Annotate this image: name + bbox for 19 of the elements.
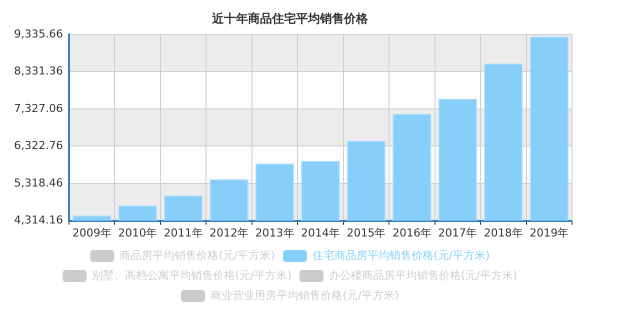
- x-tick-label: 2017年: [438, 226, 478, 240]
- y-tick-label: 7,327.06: [14, 102, 63, 115]
- x-tick-label: 2011年: [164, 226, 203, 240]
- y-tick-label: 5,318.46: [14, 176, 63, 190]
- x-tick-label: 2014年: [300, 226, 340, 240]
- x-tick-label: 2012年: [210, 226, 249, 240]
- legend-label: 住宅商品房平均销售价格(元/平方米): [312, 248, 490, 262]
- y-tick-label: 8,331.36: [14, 64, 63, 78]
- x-tick-label: 2016年: [392, 226, 432, 240]
- y-tick-label: 9,335.66: [14, 27, 63, 40]
- x-tick-label: 2018年: [484, 226, 523, 240]
- x-tick-label: 2015年: [346, 226, 386, 240]
- x-tick-label: 2010年: [118, 226, 158, 240]
- y-tick-label: 4,314.16: [14, 214, 63, 227]
- x-tick-label: 2013年: [255, 226, 294, 240]
- x-tick-label: 2009年: [72, 226, 112, 240]
- x-tick-label: 2019年: [530, 226, 569, 240]
- chart-title: 近十年商品住宅平均销售价格: [211, 11, 369, 26]
- y-tick-label: 6,322.76: [14, 139, 63, 152]
